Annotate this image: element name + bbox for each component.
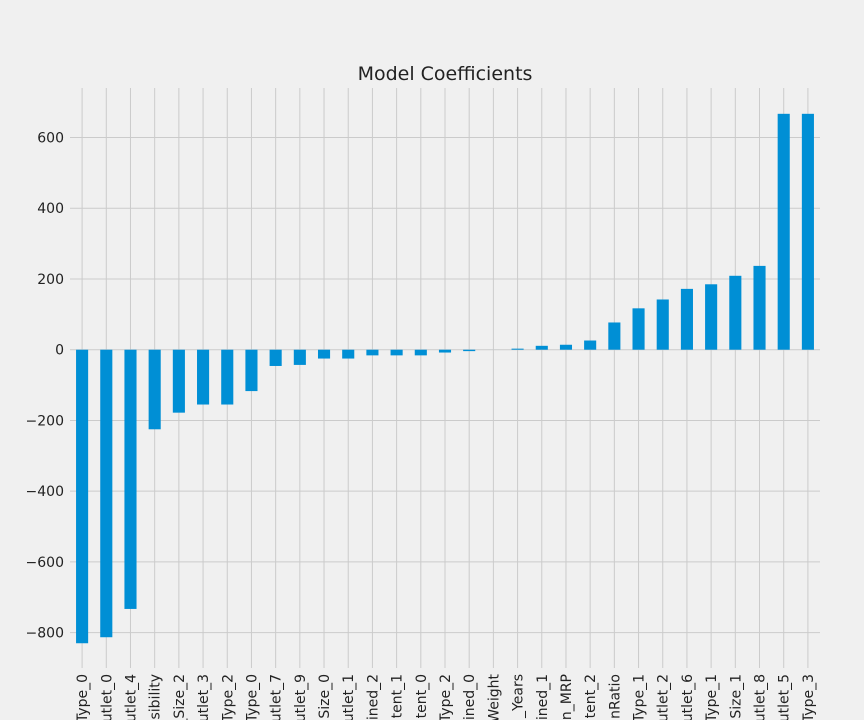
bar (76, 349, 89, 644)
y-tick-label: 400 (37, 201, 64, 217)
bar (342, 349, 355, 359)
x-tick-label: Type_0 (75, 674, 91, 720)
bar (221, 349, 234, 405)
x-axis-ticks: Type_0 utlet_0 utlet_4 sibility _Size_2 utlet… (75, 673, 817, 720)
bar (148, 349, 161, 430)
bar (656, 299, 669, 350)
bar (584, 340, 597, 350)
bar (753, 265, 766, 350)
x-tick-label: utlet_7 (269, 674, 285, 720)
bar (197, 349, 210, 405)
bar (680, 288, 693, 350)
x-tick-label: sibility (148, 674, 164, 720)
x-tick-label: tent_1 (390, 674, 406, 718)
bar (414, 349, 427, 356)
bar (293, 349, 306, 365)
bar (438, 349, 452, 353)
y-tick-label: −800 (26, 626, 64, 642)
x-tick-label: n_MRP (559, 674, 575, 720)
x-tick-label: utlet_0 (99, 674, 115, 720)
bars (76, 113, 814, 644)
bar (511, 348, 524, 350)
x-tick-label: utlet_3 (196, 674, 212, 720)
bar (317, 349, 331, 359)
bar (801, 113, 814, 350)
bar (390, 349, 403, 356)
bar (269, 349, 282, 366)
bar (535, 345, 548, 350)
bar (124, 349, 137, 609)
bar (559, 344, 573, 350)
bar (100, 349, 113, 638)
x-tick-label: tent_0 (414, 674, 430, 718)
x-tick-label: Type_1 (632, 674, 648, 720)
bar (729, 275, 742, 350)
x-tick-label: Type_2 (438, 674, 454, 720)
x-tick-label: nRatio (607, 674, 623, 719)
x-tick-label: ined_0 (462, 674, 478, 720)
x-tick-label: utlet_1 (341, 674, 357, 720)
bar (463, 349, 476, 352)
y-tick-label: 600 (37, 131, 64, 147)
x-tick-label: Type_0 (244, 674, 260, 720)
y-tick-label: −600 (26, 555, 64, 571)
x-tick-label: Size_0 (317, 674, 333, 719)
x-tick-label: Type_2 (220, 674, 236, 720)
x-tick-label: Weight (486, 673, 502, 720)
x-tick-label: tent_2 (583, 674, 599, 718)
x-tick-label: Type_3 (801, 674, 817, 720)
x-tick-label: Type_1 (704, 674, 720, 720)
x-tick-label: utlet_2 (656, 674, 672, 720)
bar (366, 349, 379, 356)
y-axis-ticks: −800 −600 −400 −200 0 200 400 600 (26, 131, 64, 642)
x-tick-label: utlet_9 (293, 674, 309, 720)
bar (245, 349, 258, 392)
bar (632, 308, 645, 350)
y-tick-label: 0 (55, 343, 64, 359)
y-tick-label: 200 (37, 272, 64, 288)
x-tick-label: Size_1 (728, 674, 744, 719)
y-tick-label: −200 (26, 413, 64, 429)
x-tick-label: utlet_8 (753, 674, 769, 720)
bar (705, 284, 718, 350)
y-tick-label: −400 (26, 484, 64, 500)
x-tick-label: utlet_4 (123, 674, 139, 720)
bar (777, 113, 790, 350)
x-tick-label: ined_1 (535, 674, 551, 720)
x-tick-label: utlet_5 (777, 674, 793, 720)
bar (172, 349, 185, 413)
bar (608, 322, 621, 350)
x-tick-label: _Size_2 (172, 674, 188, 720)
x-tick-label: _Years (511, 674, 527, 719)
x-tick-label: ined_2 (365, 674, 381, 720)
x-tick-label: utlet_6 (680, 674, 696, 720)
chart-title: Model Coefficients (358, 63, 533, 85)
